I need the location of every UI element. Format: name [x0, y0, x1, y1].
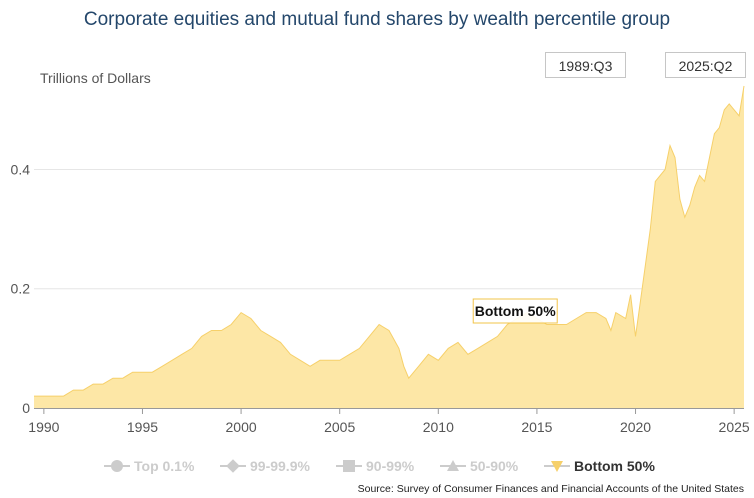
square-marker-icon [343, 460, 355, 472]
circle-marker-icon [111, 460, 123, 472]
legend-item-top-0-1[interactable]: Top 0.1% [104, 456, 194, 476]
x-tick-label: 2015 [521, 419, 552, 435]
legend: Top 0.1% 99-99.9% 90-99% 50-90% Bottom 5… [0, 456, 754, 478]
legend-label: 99-99.9% [250, 458, 310, 474]
series-line-bottom-50 [34, 85, 745, 397]
tooltip-box [472, 298, 558, 324]
x-tick-label: 1990 [28, 419, 59, 435]
source-note: Source: Survey of Consumer Finances and … [357, 483, 744, 495]
x-tick-label: 1995 [127, 419, 158, 435]
x-tick-label: 2020 [620, 419, 651, 435]
series-area-bottom-50 [34, 86, 744, 408]
chart-title: Corporate equities and mutual fund share… [83, 9, 671, 30]
y-axis-units-label: Trillions of Dollars [40, 70, 151, 86]
range-start-input[interactable]: 1989:Q3 [545, 52, 626, 78]
y-tick-label: 0 [22, 400, 30, 416]
range-end-input[interactable]: 2025:Q2 [665, 52, 746, 78]
legend-label: 90-99% [366, 458, 415, 474]
diamond-marker-icon [226, 459, 240, 473]
triangle-down-marker-icon [551, 461, 563, 472]
x-tick-label: 2000 [226, 419, 257, 435]
y-tick-label: 0.2 [11, 281, 31, 297]
legend-item-99-99-9[interactable]: 99-99.9% [220, 456, 310, 476]
legend-item-bottom-50[interactable]: Bottom 50% [544, 456, 655, 476]
triangle-up-marker-icon [447, 460, 459, 471]
series-tooltip: Bottom 50% [472, 298, 558, 324]
x-tick-label: 2025 [719, 419, 750, 435]
tooltip-label: Bottom 50% [475, 303, 556, 319]
legend-item-90-99[interactable]: 90-99% [336, 456, 414, 476]
legend-label: Top 0.1% [134, 458, 195, 474]
y-tick-label: 0.4 [11, 161, 31, 177]
legend-item-50-90[interactable]: 50-90% [440, 456, 518, 476]
x-tick-label: 2010 [423, 419, 454, 435]
legend-label: 50-90% [470, 458, 519, 474]
x-tick-label: 2005 [324, 419, 355, 435]
legend-label: Bottom 50% [574, 458, 655, 474]
